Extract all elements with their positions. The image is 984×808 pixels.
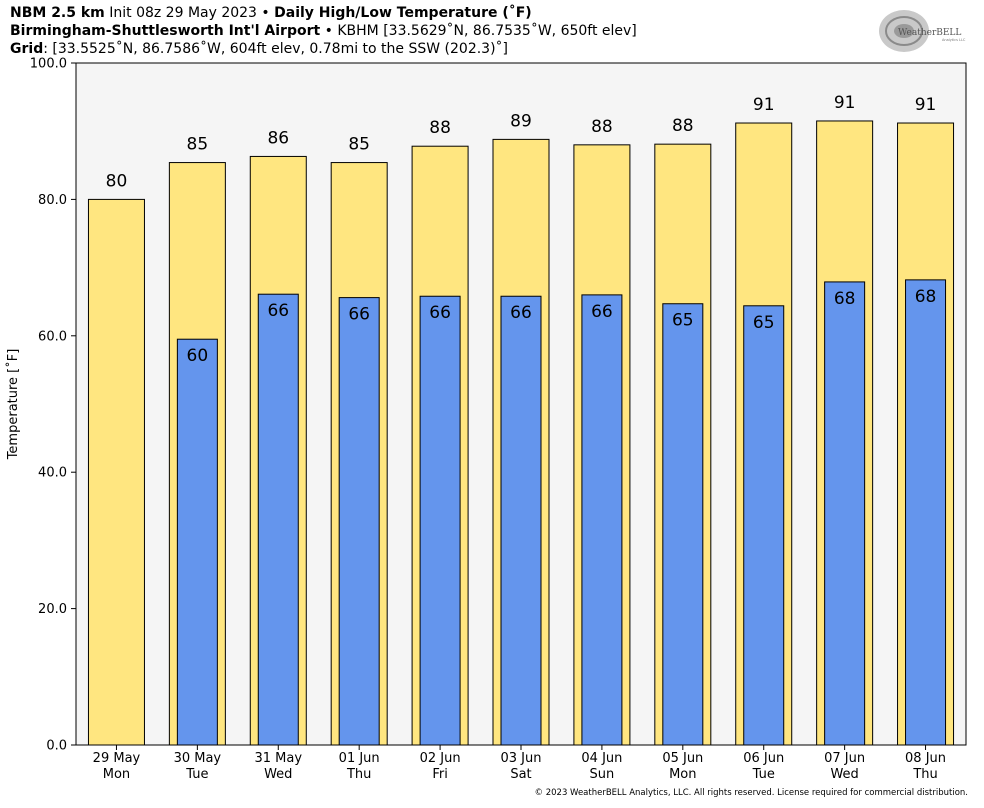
y-tick-label: 20.0	[38, 602, 67, 617]
low-temp-label: 66	[267, 301, 289, 321]
station-separator: •	[324, 23, 333, 39]
x-tick-weekday: Fri	[432, 767, 448, 782]
low-temp-bar	[824, 281, 866, 746]
x-tick-date: 08 Jun	[905, 751, 946, 766]
low-temp-label: 66	[591, 302, 613, 322]
logo-text: WeatherBELL	[898, 28, 961, 38]
x-tick-date: 02 Jun	[420, 751, 461, 766]
y-tick-label: 100.0	[30, 57, 67, 72]
title-separator: •	[261, 5, 270, 21]
low-temp-bar	[500, 295, 542, 746]
x-tick-weekday: Wed	[830, 767, 858, 782]
x-tick-date: 03 Jun	[501, 751, 542, 766]
high-temp-label: 89	[510, 111, 532, 131]
x-tick-weekday: Thu	[346, 767, 371, 782]
x-tick-date: 01 Jun	[339, 751, 380, 766]
y-axis-label: Temperature [˚F]	[5, 349, 21, 461]
x-tick-weekday: Mon	[103, 767, 130, 782]
x-tick-weekday: Thu	[912, 767, 937, 782]
x-tick-date: 06 Jun	[743, 751, 784, 766]
product-name: Daily High/Low Temperature (˚F)	[274, 5, 532, 21]
y-tick-label: 80.0	[38, 193, 67, 208]
x-tick-date: 30 May	[174, 751, 222, 766]
station-line: Birmingham-Shuttlesworth Int'l Airport •…	[10, 23, 637, 40]
low-temp-label: 65	[753, 313, 775, 333]
chart-title-line: NBM 2.5 km Init 08z 29 May 2023 • Daily …	[10, 5, 532, 22]
high-temp-label: 91	[915, 95, 937, 115]
high-temp-label: 80	[106, 171, 128, 191]
grid-label: Grid	[10, 41, 44, 57]
high-temp-bar	[87, 198, 145, 746]
y-tick-label: 40.0	[38, 466, 67, 481]
plot-frame	[75, 62, 967, 746]
x-tick-weekday: Tue	[752, 767, 775, 782]
logo-subtext: Analytics LLC	[942, 38, 966, 42]
high-temp-label: 85	[348, 135, 370, 155]
low-temp-bar	[338, 297, 380, 746]
x-tick-date: 07 Jun	[824, 751, 865, 766]
x-tick-weekday: Sat	[510, 767, 531, 782]
high-temp-label: 88	[591, 117, 613, 137]
weatherbell-logo: WeatherBELL Analytics LLC	[879, 10, 966, 52]
init-time: Init 08z 29 May 2023	[109, 5, 257, 21]
station-name: Birmingham-Shuttlesworth Int'l Airport	[10, 23, 321, 39]
x-tick-date: 05 Jun	[662, 751, 703, 766]
copyright-footer: © 2023 WeatherBELL Analytics, LLC. All r…	[534, 788, 968, 798]
x-tick-weekday: Sun	[590, 767, 615, 782]
low-temp-label: 65	[672, 311, 694, 331]
low-temp-bar	[743, 305, 785, 746]
low-temp-bar	[419, 295, 461, 746]
low-temp-bar	[581, 294, 623, 746]
x-tick-weekday: Wed	[264, 767, 292, 782]
y-tick-label: 0.0	[46, 739, 67, 754]
low-temp-bar	[257, 293, 299, 746]
high-temp-label: 91	[753, 95, 775, 115]
logo-swirl-core	[894, 24, 914, 38]
model-name: NBM 2.5 km	[10, 5, 105, 21]
grid-details: : [33.5525˚N, 86.7586˚W, 604ft elev, 0.7…	[43, 41, 509, 57]
low-temp-bar	[176, 338, 218, 746]
x-tick-date: 29 May	[93, 751, 141, 766]
x-tick-weekday: Mon	[669, 767, 696, 782]
x-tick-date: 31 May	[254, 751, 302, 766]
high-temp-label: 85	[187, 135, 209, 155]
high-temp-label: 86	[267, 128, 289, 148]
low-temp-label: 66	[348, 305, 370, 325]
low-temp-label: 68	[834, 289, 856, 309]
low-temp-bar	[662, 303, 704, 746]
station-details: KBHM [33.5629˚N, 86.7535˚W, 650ft elev]	[337, 23, 637, 39]
y-tick-label: 60.0	[38, 329, 67, 344]
high-temp-label: 88	[672, 116, 694, 136]
x-tick-date: 04 Jun	[581, 751, 622, 766]
high-temp-label: 88	[429, 118, 451, 138]
low-temp-label: 68	[915, 287, 937, 307]
high-temp-label: 91	[834, 93, 856, 113]
low-temp-label: 66	[510, 303, 532, 323]
x-tick-weekday: Tue	[185, 767, 208, 782]
low-temp-bar	[905, 279, 947, 746]
low-temp-label: 60	[187, 346, 209, 366]
grid-line: Grid: [33.5525˚N, 86.7586˚W, 604ft elev,…	[10, 41, 508, 58]
low-temp-label: 66	[429, 303, 451, 323]
logo-swirl-ring	[885, 16, 923, 46]
